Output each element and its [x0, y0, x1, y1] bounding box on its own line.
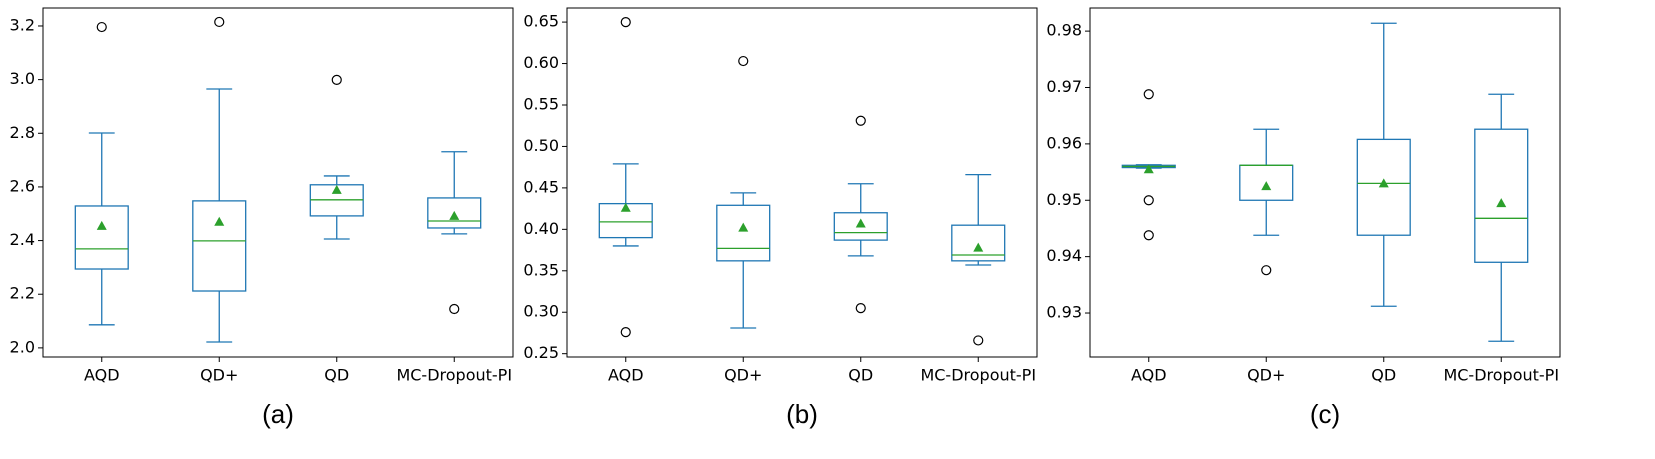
- outlier: [449, 303, 460, 315]
- mean-marker: [214, 216, 225, 226]
- outlier: [1143, 195, 1154, 206]
- outlier: [1143, 89, 1154, 100]
- plot-area: [566, 7, 1038, 358]
- outlier: [96, 21, 107, 33]
- x-tick-label: MC-Dropout-PI: [920, 366, 1036, 385]
- y-tick-label: 0.35: [523, 260, 559, 279]
- outlier: [1143, 230, 1154, 241]
- mean-marker: [331, 184, 342, 194]
- outlier: [620, 327, 631, 338]
- mean-marker: [973, 242, 984, 252]
- mean-marker: [1378, 178, 1389, 188]
- x-tick-label: AQD: [84, 366, 120, 385]
- y-tick-label: 0.30: [523, 302, 559, 321]
- mean-marker: [449, 210, 460, 220]
- y-tick-label: 2.6: [10, 176, 35, 195]
- y-tick-label: 0.40: [523, 219, 559, 238]
- box: [833, 212, 888, 241]
- y-tick-label: 3.2: [10, 15, 35, 34]
- y-tick-label: 0.50: [523, 136, 559, 155]
- y-tick-label: 0.98: [1046, 21, 1082, 40]
- mean-marker: [1496, 198, 1507, 208]
- caption: (a): [262, 399, 294, 429]
- mean-marker: [738, 222, 749, 232]
- box: [951, 224, 1006, 262]
- outlier: [1261, 265, 1272, 276]
- caption: (b): [786, 399, 818, 429]
- y-tick-label: 0.95: [1046, 190, 1082, 209]
- outlier: [855, 115, 866, 126]
- y-tick-label: 0.94: [1046, 246, 1082, 265]
- y-tick-label: 0.65: [523, 12, 559, 31]
- x-tick-label: AQD: [1131, 366, 1167, 385]
- mean-marker: [1261, 181, 1272, 191]
- x-tick-label: QD+: [1247, 366, 1285, 385]
- x-tick-label: QD+: [724, 366, 762, 385]
- y-tick-label: 0.25: [523, 343, 559, 362]
- y-tick-label: 0.60: [523, 53, 559, 72]
- y-tick-label: 0.55: [523, 94, 559, 113]
- x-tick-label: QD: [1371, 366, 1396, 385]
- y-tick-label: 0.45: [523, 177, 559, 196]
- y-tick-label: 0.93: [1046, 303, 1082, 322]
- x-tick-label: MC-Dropout-PI: [396, 366, 512, 385]
- mean-marker: [620, 202, 631, 212]
- y-tick-label: 0.97: [1046, 77, 1082, 96]
- x-tick-label: QD: [324, 366, 349, 385]
- outlier: [973, 335, 984, 346]
- box: [1356, 138, 1411, 236]
- mean-marker: [96, 220, 107, 230]
- y-tick-label: 2.0: [10, 337, 35, 356]
- x-tick-label: QD+: [200, 366, 238, 385]
- plot-area: [1089, 7, 1561, 358]
- plot-area: [42, 7, 514, 358]
- x-tick-label: MC-Dropout-PI: [1443, 366, 1559, 385]
- box: [74, 205, 129, 270]
- box: [716, 204, 771, 262]
- box: [1474, 128, 1529, 263]
- x-tick-label: AQD: [608, 366, 644, 385]
- outlier: [331, 74, 342, 85]
- box: [192, 200, 247, 292]
- y-tick-label: 2.8: [10, 123, 35, 142]
- mean-marker: [1143, 164, 1154, 174]
- y-tick-label: 2.4: [10, 230, 35, 249]
- y-tick-label: 2.2: [10, 284, 35, 303]
- outlier: [738, 55, 749, 67]
- y-tick-label: 0.96: [1046, 133, 1082, 152]
- y-tick-label: 3.0: [10, 69, 35, 88]
- outlier: [214, 16, 225, 28]
- outlier: [620, 16, 631, 28]
- outlier: [855, 302, 866, 314]
- caption: (c): [1310, 399, 1340, 429]
- mean-marker: [855, 218, 866, 228]
- x-tick-label: QD: [848, 366, 873, 385]
- box: [427, 197, 482, 229]
